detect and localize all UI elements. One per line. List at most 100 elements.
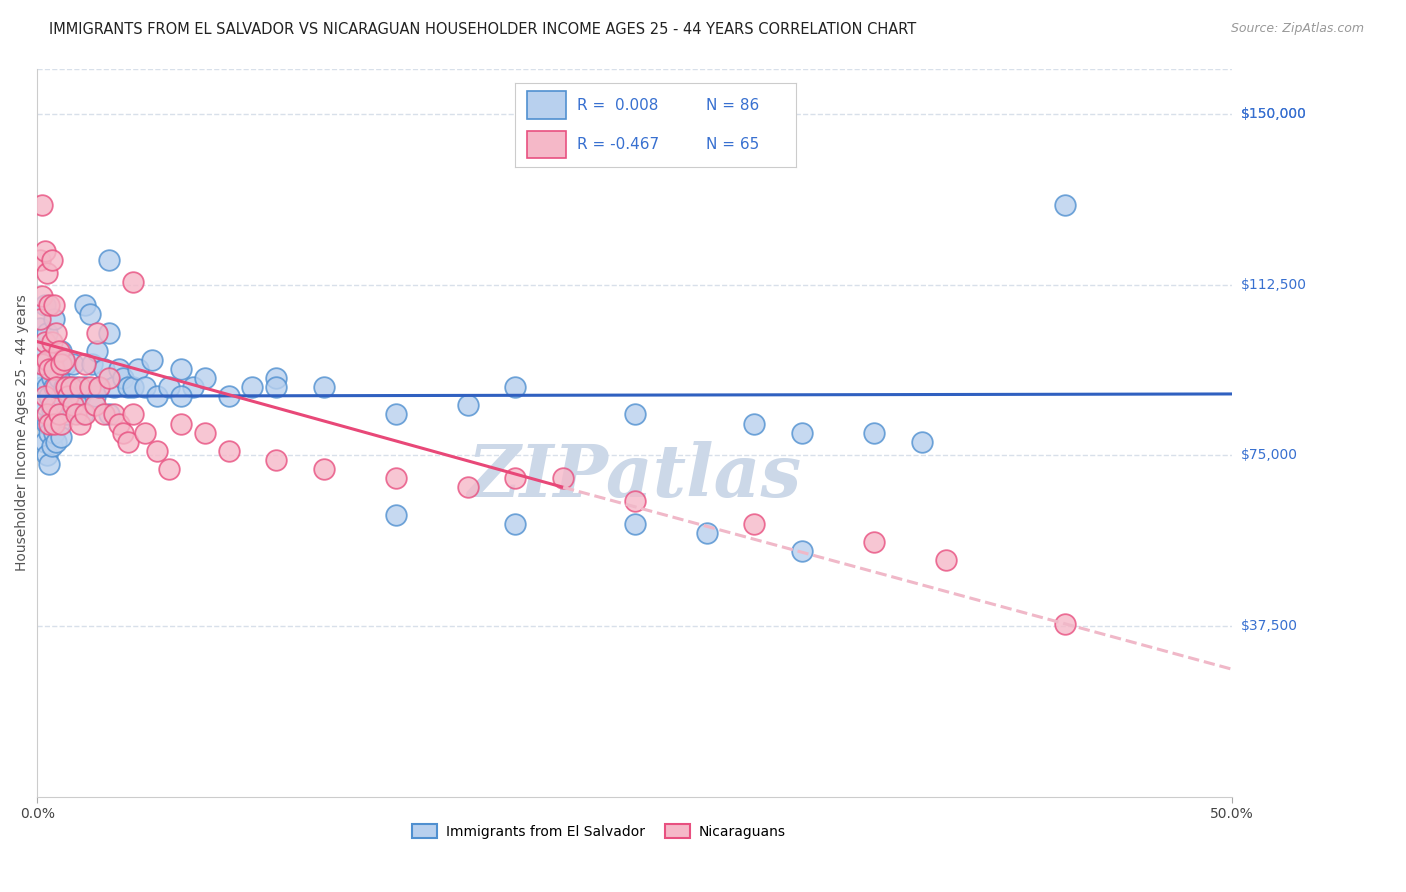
Point [69,417,91,431]
Point [28,321,51,335]
Text: $150,000: $150,000 [1240,107,1306,121]
Point [66,398,89,412]
Point [35,266,58,280]
Point [127,362,149,376]
Point [218,389,240,403]
Point [34,334,56,349]
Point [107,362,129,376]
Point [42,362,65,376]
Point [122,408,145,422]
Point [146,443,169,458]
Point [58,389,80,403]
Point [55,408,77,422]
Point [934,553,956,567]
Legend: Immigrants from El Salvador, Nicaraguans: Immigrants from El Salvador, Nicaraguans [406,819,792,845]
Point [103,380,125,394]
Point [218,443,240,458]
Point [112,371,135,385]
Point [31,198,53,212]
Point [1053,616,1076,631]
Point [1053,198,1076,212]
Point [385,408,408,422]
Point [157,462,180,476]
Point [41,371,63,385]
Point [553,471,575,485]
Point [59,380,82,394]
Point [98,252,121,267]
Point [122,276,145,290]
Point [34,244,56,258]
Point [48,343,70,358]
Point [52,352,75,367]
Point [45,434,67,449]
Point [862,425,884,440]
Point [58,389,80,403]
Point [314,462,336,476]
Point [86,326,108,340]
Point [170,417,193,431]
Text: $75,000: $75,000 [1240,449,1298,462]
Text: Source: ZipAtlas.com: Source: ZipAtlas.com [1230,22,1364,36]
Point [41,252,63,267]
Point [89,380,111,394]
Point [41,439,63,453]
Point [62,398,84,412]
Point [41,398,63,412]
Point [82,357,104,371]
Point [52,380,75,394]
Point [98,326,121,340]
Point [170,389,193,403]
Point [42,380,65,394]
Point [31,343,53,358]
Point [65,408,87,422]
Point [45,380,67,394]
Point [45,398,67,412]
Point [34,389,56,403]
Point [69,380,91,394]
Point [266,371,288,385]
Point [41,334,63,349]
Point [107,417,129,431]
Point [117,434,139,449]
Point [79,307,101,321]
Point [141,352,163,367]
Point [86,343,108,358]
Point [505,471,527,485]
Point [75,357,97,371]
Point [93,408,115,422]
Point [194,425,217,440]
Point [146,389,169,403]
Point [38,352,60,367]
Point [28,357,51,371]
Point [55,380,77,394]
Point [35,352,58,367]
Point [51,430,73,444]
Point [75,380,97,394]
Point [112,425,135,440]
Point [742,417,765,431]
Point [75,408,97,422]
Point [117,380,139,394]
Point [457,480,479,494]
Point [45,357,67,371]
Text: $112,500: $112,500 [1240,277,1306,292]
Point [34,434,56,449]
Point [28,311,51,326]
Point [51,357,73,371]
Point [48,408,70,422]
Point [134,380,156,394]
Point [134,425,156,440]
Point [266,453,288,467]
Point [242,380,264,394]
Point [38,389,60,403]
Point [35,408,58,422]
Point [790,544,813,558]
Point [42,425,65,440]
Point [55,357,77,371]
Point [34,398,56,412]
Point [624,408,647,422]
Point [696,525,718,540]
Point [48,371,70,385]
Point [62,357,84,371]
Point [75,298,97,312]
